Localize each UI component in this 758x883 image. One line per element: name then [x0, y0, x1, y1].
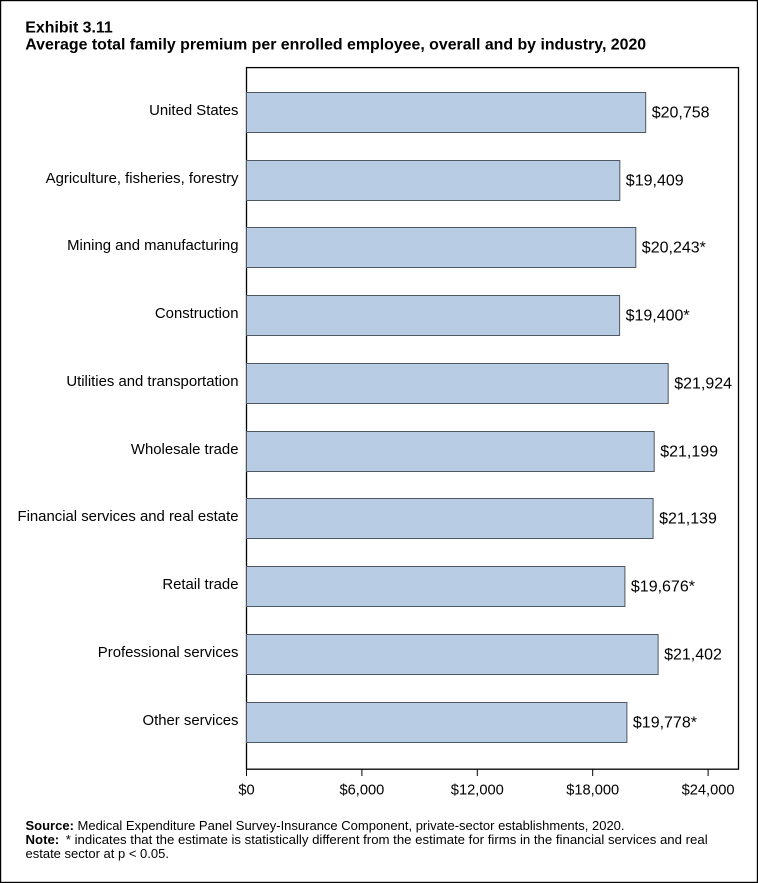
svg-text:$19,778*: $19,778*: [633, 715, 697, 732]
svg-text:Professional services: Professional services: [98, 645, 239, 661]
svg-text:$24,000: $24,000: [682, 783, 735, 799]
svg-text:$18,000: $18,000: [566, 783, 619, 799]
svg-text:Mining and manufacturing: Mining and manufacturing: [67, 238, 238, 254]
svg-text:$20,243*: $20,243*: [642, 240, 706, 257]
svg-text:$20,758: $20,758: [652, 105, 710, 122]
svg-text:$19,676*: $19,676*: [631, 579, 695, 596]
svg-text:estate sector at p < 0.05.: estate sector at p < 0.05.: [26, 846, 169, 861]
svg-text:$21,924: $21,924: [674, 376, 732, 393]
svg-text:Average total family premium p: Average total family premium per enrolle…: [25, 37, 646, 54]
svg-text:Agriculture, fisheries, forest: Agriculture, fisheries, forestry: [46, 171, 239, 187]
svg-text:Other services: Other services: [143, 713, 239, 729]
svg-text:Utilities and transportation: Utilities and transportation: [66, 374, 238, 390]
svg-text:$0: $0: [238, 783, 254, 799]
svg-text:$12,000: $12,000: [451, 783, 504, 799]
svg-text:United States: United States: [149, 103, 238, 119]
svg-text:Financial services and real es: Financial services and real estate: [18, 509, 239, 525]
svg-text:$6,000: $6,000: [339, 783, 384, 799]
svg-text:Construction: Construction: [155, 306, 239, 322]
svg-text:$19,400*: $19,400*: [626, 308, 690, 325]
svg-text:Exhibit 3.11: Exhibit 3.11: [25, 20, 113, 37]
svg-text:Note: * indicates that the est: Note: * indicates that the estimate is s…: [26, 832, 708, 847]
svg-text:$21,199: $21,199: [660, 444, 718, 461]
svg-text:$21,402: $21,402: [664, 647, 722, 664]
svg-text:Retail trade: Retail trade: [162, 577, 238, 593]
svg-text:$21,139: $21,139: [659, 511, 717, 528]
svg-text:$19,409: $19,409: [626, 173, 684, 190]
svg-text:Wholesale trade: Wholesale trade: [131, 442, 239, 458]
svg-text:Source: Medical Expenditure Pa: Source: Medical Expenditure Panel Survey…: [26, 818, 625, 833]
